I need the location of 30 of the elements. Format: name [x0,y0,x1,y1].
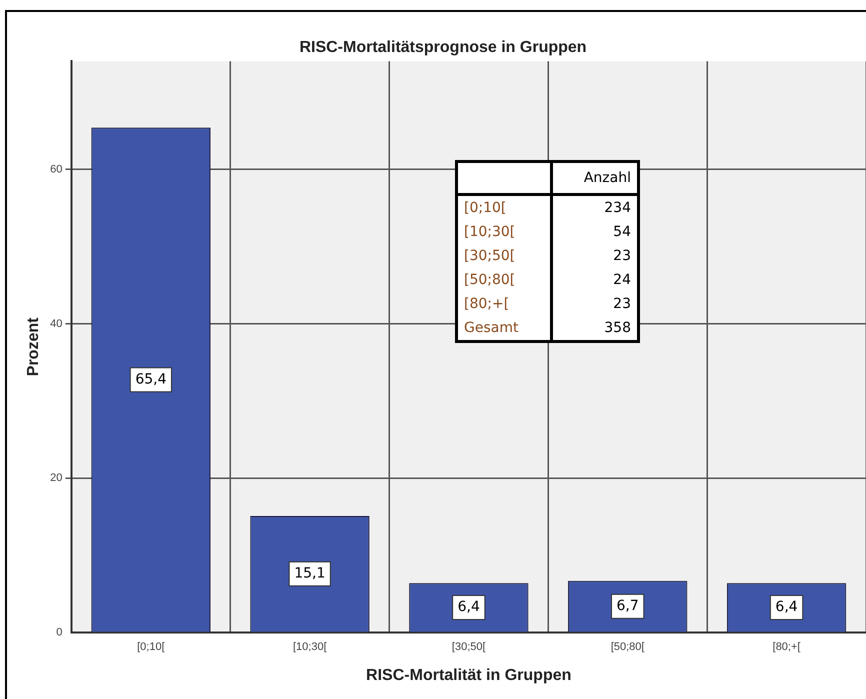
x-tick-label: [80;+[ [772,641,800,654]
category-label: [80;+[ [464,296,510,312]
annotation: 23 [612,295,632,314]
annotation: 24 [612,271,632,290]
annotation: Gesamt [456,316,552,342]
category-label: [10;30[ [464,224,516,240]
data-label: 6,4 [775,599,798,616]
y-tick-label: 20 [50,472,62,484]
y-tick-label: 40 [50,318,62,330]
x-tick-label: [30;50[ [452,641,486,654]
data-label: 6,7 [616,598,639,614]
category-label: [0;10[ [464,200,506,216]
annotation: Anzahl [552,162,638,194]
x-tick-label: [10;30[ [292,641,327,654]
x-axis-title: RISC-Mortalität in Gruppen [366,666,572,684]
data-label: 15,1 [294,566,326,582]
annotation: 54 [612,223,632,242]
data-label: 6,4 [458,599,480,616]
data-label: 65,4 [135,371,167,388]
category-label: [50;80[ [464,272,516,288]
y-tick-label: 60 [50,163,62,176]
x-tick-label: [0;10[ [137,641,165,654]
annotation: 23 [612,247,632,266]
x-tick-label: [50;80[ [610,641,644,654]
chart-title: RISC-Mortalitätsprognose in Gruppen [299,39,587,56]
annotation: 358 [603,319,632,338]
category-label: [30;50[ [464,248,516,264]
annotation: 234 [603,199,632,218]
y-tick-label: 0 [56,626,62,639]
y-axis-title: Prozent [25,316,42,376]
